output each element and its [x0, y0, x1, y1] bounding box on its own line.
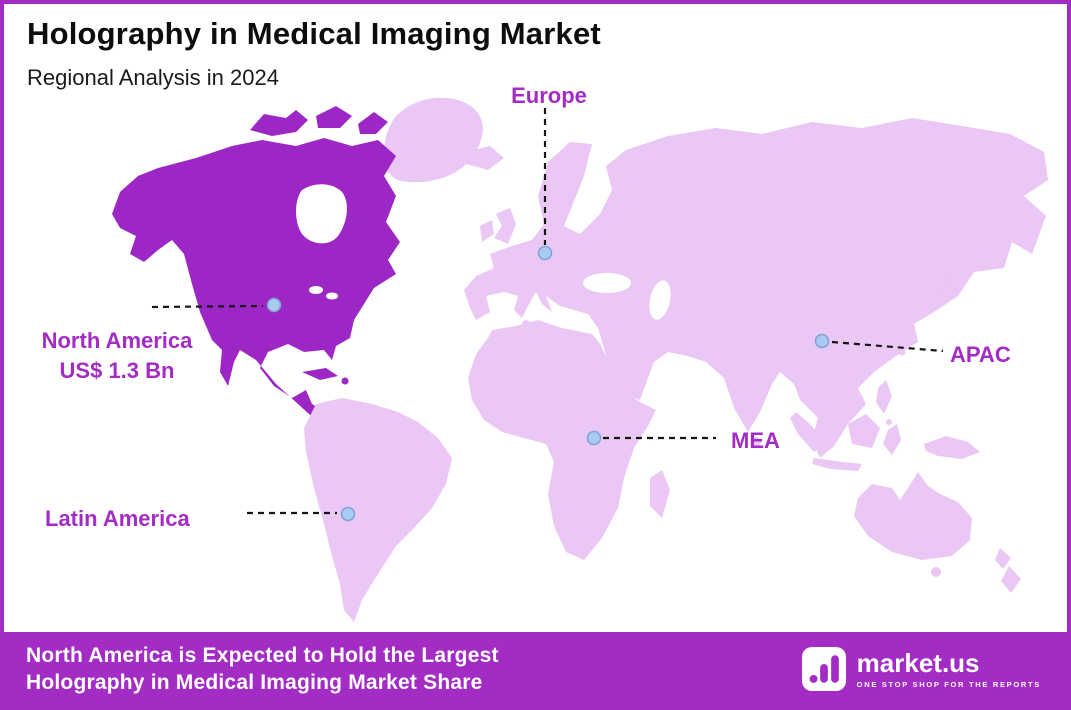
page-title: Holography in Medical Imaging Market	[27, 16, 601, 51]
region-markers	[266, 245, 830, 522]
footer-banner: North America is Expected to Hold the La…	[4, 632, 1067, 706]
brand-name: market.us	[856, 647, 980, 678]
black-sea	[583, 273, 631, 293]
landmass-japan	[918, 260, 948, 314]
landmass-great-britain	[494, 208, 516, 244]
great-lake-1	[309, 286, 323, 294]
footer-caption-line-2: Holography in Medical Imaging Market Sha…	[26, 671, 483, 694]
landmass-arctic-islands-west	[250, 110, 308, 136]
footer-caption: North America is Expected to Hold the La…	[26, 642, 499, 696]
region-value-north-america: US$ 1.3 Bn	[59, 358, 175, 383]
landmass-arctic-islands-east	[358, 112, 388, 134]
marker-apac	[814, 333, 830, 349]
landmass-borneo	[848, 414, 880, 448]
landmass-philippines	[876, 380, 892, 414]
brand-lockup: market.us ONE STOP SHOP FOR THE REPORTS	[801, 647, 1041, 691]
landmass-sumatra	[790, 412, 824, 452]
marketus-logo-icon	[801, 647, 846, 691]
brand-text: market.us ONE STOP SHOP FOR THE REPORTS	[857, 650, 1041, 689]
landmass-java	[812, 458, 862, 471]
landmass-new-guinea	[924, 436, 980, 459]
landmass-eurasia	[464, 118, 1048, 458]
brand-tagline: ONE STOP SHOP FOR THE REPORTS	[856, 679, 1041, 689]
connector-lines	[151, 108, 944, 515]
region-label-north-america: North America US$ 1.3 Bn	[20, 326, 214, 386]
landmass-africa	[468, 320, 656, 560]
marker-europe	[537, 245, 553, 261]
landmass-taiwan	[898, 348, 906, 356]
region-label-apac: APAC	[950, 342, 1011, 367]
landmass-cuba	[302, 368, 338, 380]
caspian-sea	[649, 280, 671, 320]
landmasses	[112, 97, 1048, 622]
landmass-greenland	[384, 97, 483, 183]
landmass-iceland	[466, 146, 504, 170]
landmass-madagascar	[650, 470, 670, 518]
landmass-new-zealand-north	[995, 548, 1011, 569]
landmass-hispaniola	[341, 377, 349, 385]
landmass-tasmania	[931, 567, 941, 577]
region-label-mea: MEA	[731, 428, 780, 453]
landmass-new-zealand-south	[1001, 566, 1021, 593]
connector-apac	[831, 340, 944, 353]
landmass-north-america	[112, 138, 400, 432]
marker-mea	[586, 430, 602, 446]
great-lake-2	[326, 292, 338, 300]
region-label-europe: Europe	[511, 83, 587, 108]
hudson-bay	[296, 184, 347, 244]
landmass-arctic-islands-mid	[316, 106, 352, 128]
landmass-mindanao	[886, 419, 892, 425]
region-label-latin-america: Latin America	[45, 506, 190, 531]
persian-gulf	[652, 361, 666, 371]
region-label-north-america-name: North America	[41, 328, 193, 353]
marker-latin-america	[340, 506, 356, 522]
connector-north-america	[151, 304, 264, 309]
page-subtitle: Regional Analysis in 2024	[27, 65, 279, 90]
landmass-south-america	[304, 398, 452, 622]
footer-caption-line-1: North America is Expected to Hold the La…	[26, 644, 499, 667]
landmass-australia	[854, 472, 972, 560]
landmass-sulawesi	[883, 424, 901, 455]
landmass-ireland	[480, 220, 494, 242]
header: Holography in Medical Imaging Market Reg…	[27, 16, 601, 91]
landmass-sri-lanka	[751, 437, 761, 447]
marker-north-america	[266, 297, 282, 313]
